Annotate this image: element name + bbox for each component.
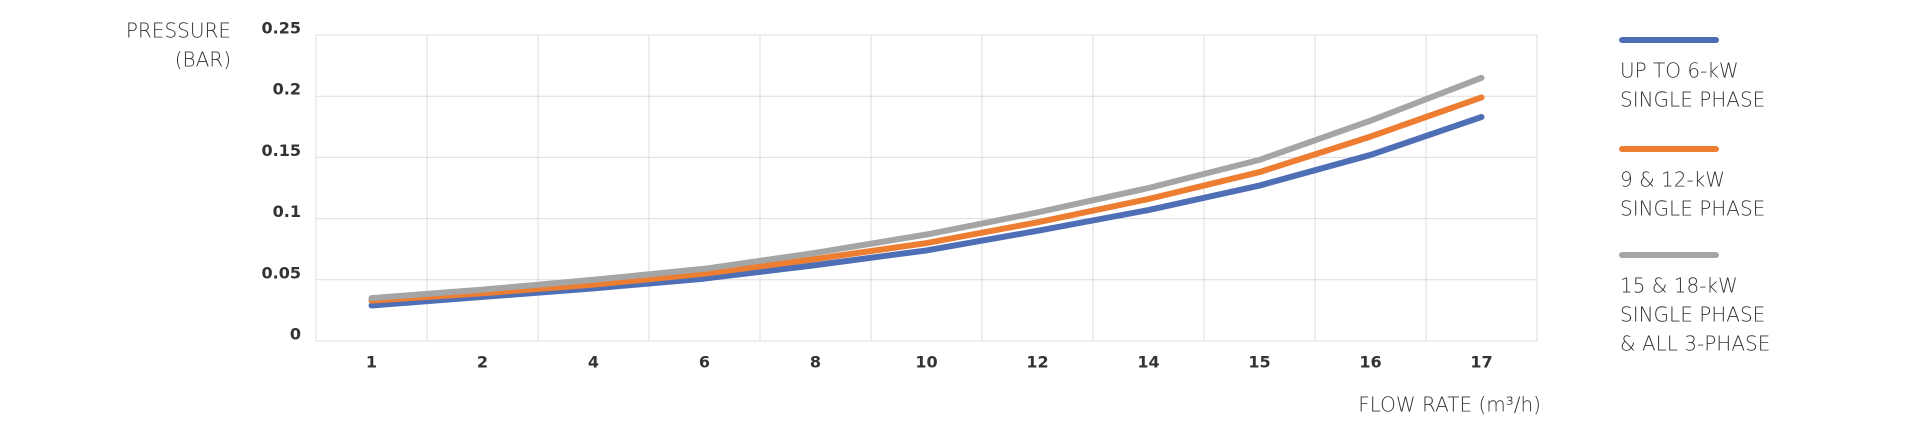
x-tick-label: 10 [915, 353, 937, 372]
y-tick-label: 0 [290, 325, 301, 344]
x-tick-label: 12 [1026, 353, 1048, 372]
y-axis-label: PRESSURE [126, 19, 231, 43]
y-tick-label: 0.25 [262, 19, 301, 38]
x-tick-label: 1 [366, 353, 377, 372]
series-line [368, 114, 1485, 309]
x-tick-label: 14 [1137, 353, 1159, 372]
legend-label: SINGLE PHASE [1620, 88, 1765, 112]
y-tick-label: 0.05 [262, 263, 301, 282]
x-tick-label: 4 [588, 353, 599, 372]
x-axis-label: FLOW RATE (m³/h) [1358, 393, 1541, 417]
x-tick-label: 6 [699, 353, 710, 372]
series-line [368, 74, 1485, 302]
x-tick-label: 8 [810, 353, 821, 372]
series-line [368, 94, 1485, 304]
x-tick-label: 15 [1248, 353, 1270, 372]
x-tick-label: 17 [1470, 353, 1492, 372]
legend-label: 15 & 18-kW [1620, 274, 1738, 298]
y-tick-label: 0.15 [262, 141, 301, 160]
legend-label: & ALL 3-PHASE [1620, 332, 1770, 356]
x-tick-label: 2 [477, 353, 488, 372]
legend-label: SINGLE PHASE [1620, 197, 1765, 221]
y-tick-label: 0.1 [273, 202, 301, 221]
legend-label: 9 & 12-kW [1620, 168, 1725, 192]
legend-label: SINGLE PHASE [1620, 303, 1765, 327]
y-tick-label: 0.2 [273, 80, 301, 99]
legend-label: UP TO 6-kW [1620, 59, 1739, 83]
x-tick-label: 16 [1359, 353, 1381, 372]
y-axis-label: (BAR) [175, 48, 231, 72]
